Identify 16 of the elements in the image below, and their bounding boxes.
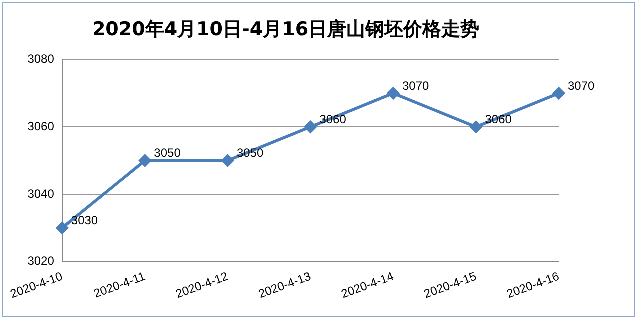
point bbox=[139, 154, 152, 167]
data-label: 3050 bbox=[154, 146, 182, 160]
point bbox=[387, 87, 400, 100]
y-tick-label: 3060 bbox=[28, 119, 55, 134]
chart-title: 2020年4月10日-4月16日唐山钢坯价格走势 bbox=[92, 18, 480, 40]
point bbox=[470, 121, 482, 134]
point bbox=[222, 154, 234, 167]
y-tick-label: 3080 bbox=[28, 52, 55, 66]
point bbox=[304, 121, 317, 134]
data-label: 3030 bbox=[71, 213, 98, 228]
data-label: 3070 bbox=[402, 78, 430, 93]
y-tick-label: 3040 bbox=[28, 186, 55, 201]
point bbox=[56, 222, 68, 234]
data-label: 3070 bbox=[568, 78, 596, 93]
y-tick-label: 3020 bbox=[28, 254, 55, 268]
point bbox=[553, 87, 565, 100]
